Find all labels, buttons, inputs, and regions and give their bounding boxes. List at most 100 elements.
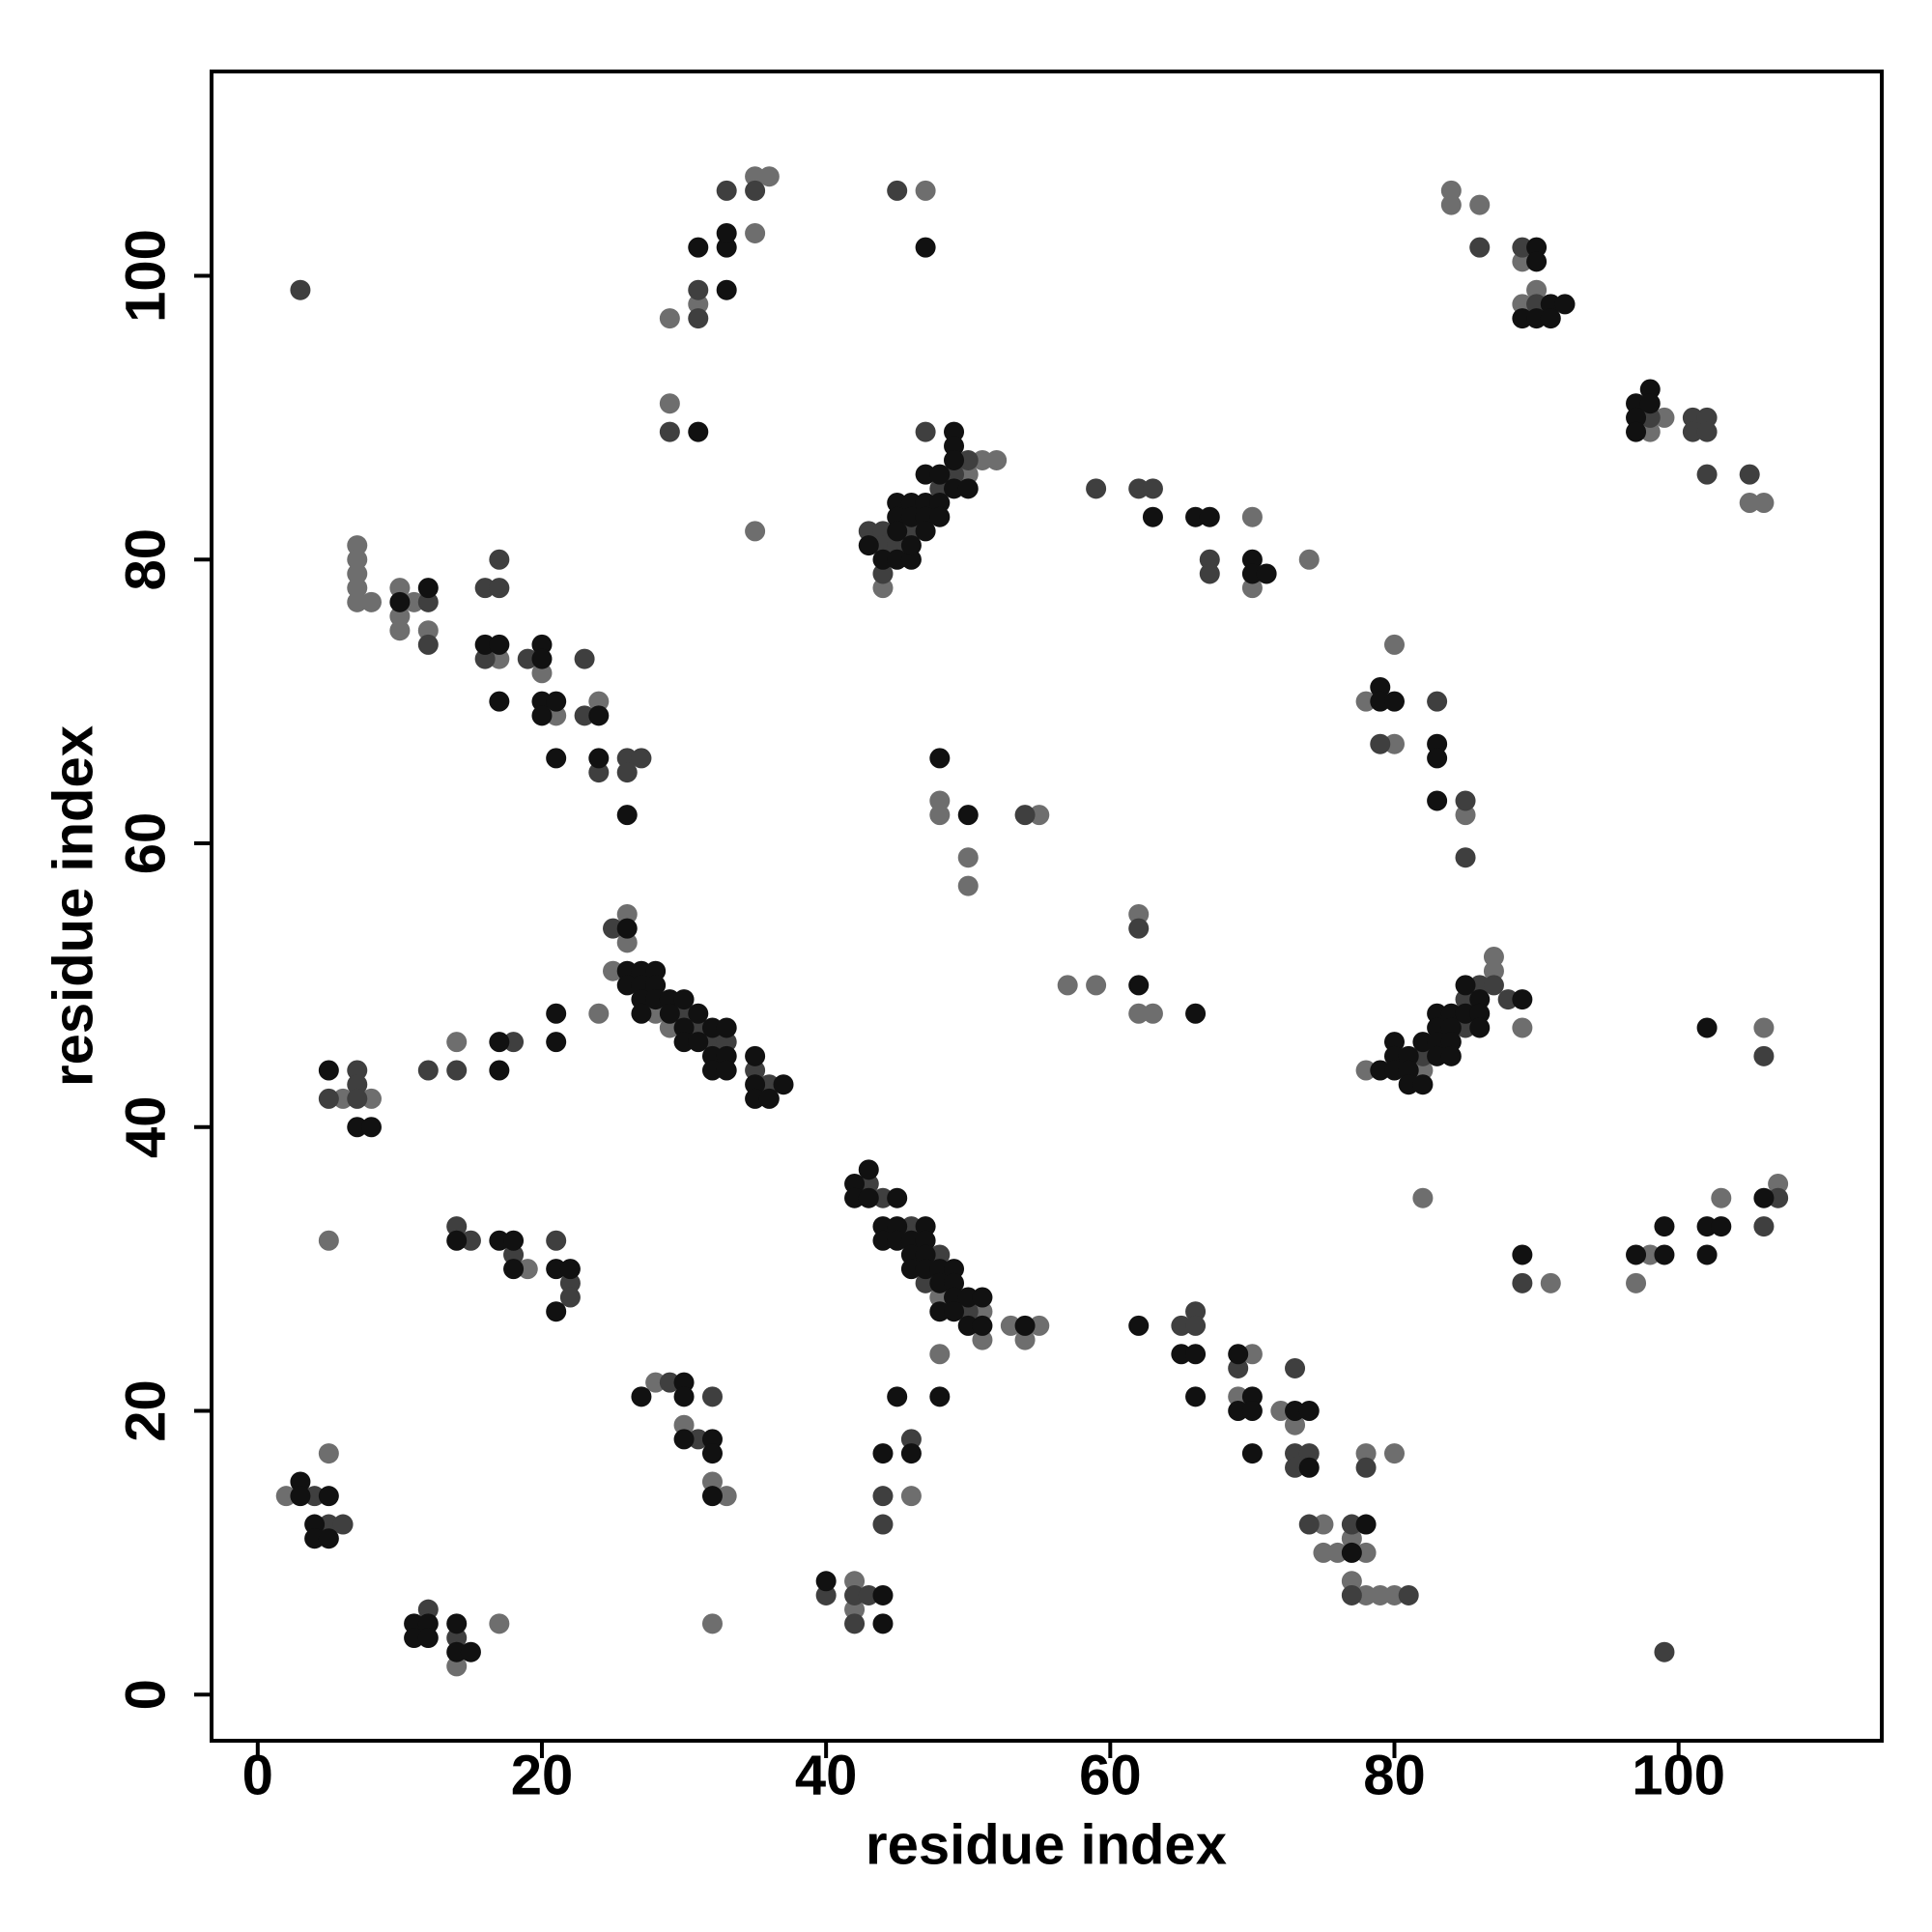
point — [1128, 1315, 1150, 1336]
point — [900, 1216, 922, 1237]
point — [546, 1301, 567, 1322]
point — [1327, 1542, 1349, 1563]
point — [1185, 1344, 1207, 1365]
point — [1540, 308, 1561, 329]
point — [701, 1486, 723, 1507]
point — [1483, 975, 1504, 996]
point — [872, 1514, 894, 1535]
point — [1497, 989, 1519, 1010]
point — [1455, 805, 1476, 826]
point — [688, 279, 709, 300]
point — [887, 1230, 908, 1251]
point — [318, 1514, 339, 1535]
point — [446, 1628, 468, 1649]
point — [1355, 1443, 1377, 1464]
point — [446, 1230, 468, 1251]
point — [1228, 1357, 1249, 1378]
point — [1383, 1060, 1405, 1081]
point — [858, 1187, 879, 1208]
point — [673, 1429, 695, 1450]
point — [688, 1429, 709, 1450]
point — [290, 1486, 311, 1507]
point — [1014, 805, 1036, 826]
point — [688, 1003, 709, 1024]
point — [957, 464, 979, 485]
point — [1355, 1060, 1377, 1081]
point — [446, 1032, 468, 1053]
point — [872, 535, 894, 556]
point — [659, 308, 680, 329]
point — [944, 1259, 965, 1280]
point — [872, 1216, 894, 1237]
point — [929, 478, 951, 499]
point — [1355, 1457, 1377, 1478]
point — [446, 1216, 468, 1237]
point — [858, 1159, 879, 1180]
point — [1768, 1187, 1789, 1208]
point — [1427, 748, 1448, 769]
point — [1355, 1584, 1377, 1605]
point — [929, 1259, 951, 1280]
point — [957, 847, 979, 868]
point — [616, 960, 638, 981]
point — [1469, 1003, 1491, 1024]
point — [872, 1584, 894, 1605]
point — [1185, 1301, 1207, 1322]
point — [531, 663, 553, 684]
point — [1142, 1003, 1163, 1024]
point — [957, 875, 979, 896]
point — [1469, 989, 1491, 1010]
point — [1512, 1017, 1533, 1038]
point — [446, 1060, 468, 1081]
point — [360, 1117, 382, 1138]
point — [318, 1443, 339, 1464]
point — [503, 1032, 525, 1053]
point — [588, 762, 610, 783]
point — [489, 1230, 510, 1251]
point — [844, 1613, 866, 1634]
point — [503, 1259, 525, 1280]
point — [347, 563, 368, 584]
point — [1469, 237, 1491, 258]
point — [546, 705, 567, 726]
point — [1355, 1542, 1377, 1563]
point — [944, 436, 965, 457]
point — [900, 1443, 922, 1464]
point — [645, 975, 667, 996]
point — [304, 1486, 326, 1507]
point — [1469, 194, 1491, 215]
point — [1341, 1584, 1362, 1605]
point — [1512, 308, 1533, 329]
point — [1427, 790, 1448, 811]
point — [858, 535, 879, 556]
point — [745, 521, 766, 542]
point — [460, 1641, 481, 1662]
point — [858, 1174, 879, 1195]
point — [489, 1613, 510, 1634]
point — [1753, 1017, 1775, 1038]
point — [745, 222, 766, 243]
point — [1398, 1045, 1419, 1066]
point — [404, 1613, 425, 1634]
point — [701, 1471, 723, 1492]
point — [887, 493, 908, 514]
point — [915, 1244, 936, 1265]
point — [944, 421, 965, 442]
point — [574, 705, 595, 726]
point — [1696, 1017, 1718, 1038]
x-tick-label: 60 — [1079, 1744, 1142, 1806]
point — [944, 478, 965, 499]
point — [1626, 393, 1647, 414]
point — [957, 1287, 979, 1308]
point — [1128, 478, 1150, 499]
point — [1526, 251, 1548, 272]
point — [332, 1514, 354, 1535]
point — [546, 691, 567, 712]
point — [546, 1259, 567, 1280]
point — [489, 1060, 510, 1081]
point — [1526, 308, 1548, 329]
point — [1554, 294, 1576, 315]
point — [1398, 1074, 1419, 1095]
point — [474, 578, 496, 599]
point — [1086, 478, 1107, 499]
